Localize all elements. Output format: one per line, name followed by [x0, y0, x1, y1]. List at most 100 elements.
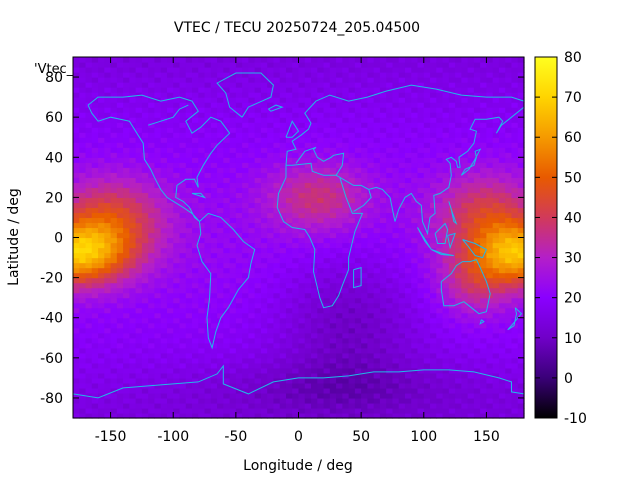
heatmap-cell — [317, 112, 325, 118]
heatmap-cell — [417, 177, 425, 183]
heatmap-cell — [135, 327, 143, 334]
heatmap-cell — [192, 152, 199, 158]
heatmap-cell — [392, 137, 400, 143]
heatmap-cell — [492, 117, 500, 123]
heatmap-cell — [367, 292, 375, 299]
heatmap-cell — [417, 112, 425, 118]
heatmap-cell — [323, 182, 331, 188]
heatmap-cell — [467, 292, 475, 299]
heatmap-cell — [342, 262, 350, 269]
heatmap-cell — [173, 162, 181, 168]
heatmap-cell — [154, 367, 162, 374]
heatmap-cell — [192, 212, 199, 219]
heatmap-cell — [304, 212, 312, 219]
heatmap-cell — [279, 322, 287, 329]
heatmap-cell — [79, 222, 87, 229]
heatmap-cell — [392, 362, 400, 369]
heatmap-cell — [210, 332, 218, 339]
heatmap-cell — [298, 332, 306, 339]
heatmap-cell — [160, 217, 168, 224]
heatmap-cell — [361, 182, 368, 188]
heatmap-cell — [367, 167, 375, 173]
heatmap-cell — [379, 157, 387, 163]
heatmap-cell — [141, 387, 149, 394]
heatmap-cell — [473, 142, 481, 148]
heatmap-cell — [229, 82, 237, 88]
heatmap-cell — [505, 392, 513, 399]
heatmap-cell — [404, 292, 412, 299]
heatmap-cell — [98, 287, 105, 294]
heatmap-cell — [386, 272, 394, 279]
heatmap-cell — [73, 202, 80, 209]
heatmap-cell — [192, 127, 199, 133]
heatmap-cell — [473, 227, 481, 234]
heatmap-cell — [279, 82, 287, 88]
heatmap-cell — [304, 342, 312, 349]
heatmap-cell — [179, 197, 187, 203]
heatmap-cell — [392, 267, 400, 274]
heatmap-cell — [185, 387, 193, 394]
heatmap-cell — [254, 367, 262, 374]
heatmap-cell — [173, 177, 181, 183]
heatmap-cell — [411, 267, 419, 274]
heatmap-cell — [85, 272, 93, 279]
heatmap-cell — [98, 392, 105, 399]
heatmap-cell — [448, 292, 456, 299]
heatmap-cell — [480, 302, 488, 309]
heatmap-cell — [298, 222, 306, 229]
heatmap-cell — [492, 102, 500, 108]
heatmap-cell — [367, 287, 375, 294]
heatmap-cell — [480, 212, 488, 219]
heatmap-cell — [373, 337, 381, 344]
heatmap-cell — [73, 147, 80, 153]
heatmap-cell — [373, 292, 381, 299]
heatmap-cell — [85, 252, 93, 259]
heatmap-cell — [430, 117, 437, 123]
heatmap-cell — [91, 342, 99, 349]
heatmap-cell — [192, 357, 199, 364]
heatmap-cell — [336, 317, 343, 324]
heatmap-cell — [242, 77, 249, 83]
heatmap-cell — [486, 262, 494, 269]
heatmap-cell — [248, 57, 256, 63]
heatmap-cell — [198, 387, 206, 394]
heatmap-cell — [480, 357, 488, 364]
heatmap-cell — [91, 287, 99, 294]
heatmap-cell — [348, 312, 356, 319]
heatmap-cell — [116, 242, 124, 249]
heatmap-cell — [486, 387, 494, 394]
heatmap-cell — [73, 292, 80, 299]
heatmap-cell — [298, 262, 306, 269]
heatmap-cell — [392, 192, 400, 198]
heatmap-cell — [267, 357, 275, 364]
heatmap-cell — [166, 237, 174, 244]
heatmap-cell — [210, 232, 218, 239]
heatmap-cell — [392, 202, 400, 209]
heatmap-cell — [204, 397, 212, 404]
heatmap-cell — [323, 322, 331, 329]
heatmap-cell — [304, 312, 312, 319]
heatmap-cell — [473, 242, 481, 249]
heatmap-cell — [217, 372, 224, 379]
heatmap-cell — [217, 262, 224, 269]
heatmap-cell — [442, 402, 450, 409]
heatmap-cell — [229, 307, 237, 314]
heatmap-cell — [160, 312, 168, 319]
heatmap-cell — [348, 57, 356, 63]
heatmap-cell — [273, 227, 281, 234]
heatmap-cell — [148, 77, 156, 83]
heatmap-cell — [461, 342, 469, 349]
heatmap-cell — [348, 342, 356, 349]
heatmap-cell — [442, 147, 450, 153]
heatmap-cell — [348, 247, 356, 254]
heatmap-cell — [455, 217, 462, 224]
heatmap-cell — [116, 407, 124, 414]
heatmap-cell — [461, 227, 469, 234]
heatmap-cell — [185, 402, 193, 409]
heatmap-cell — [323, 192, 331, 198]
heatmap-cell — [141, 172, 149, 178]
heatmap-cell — [436, 182, 444, 188]
heatmap-cell — [448, 412, 456, 419]
heatmap-cell — [455, 172, 462, 178]
heatmap-cell — [242, 342, 249, 349]
